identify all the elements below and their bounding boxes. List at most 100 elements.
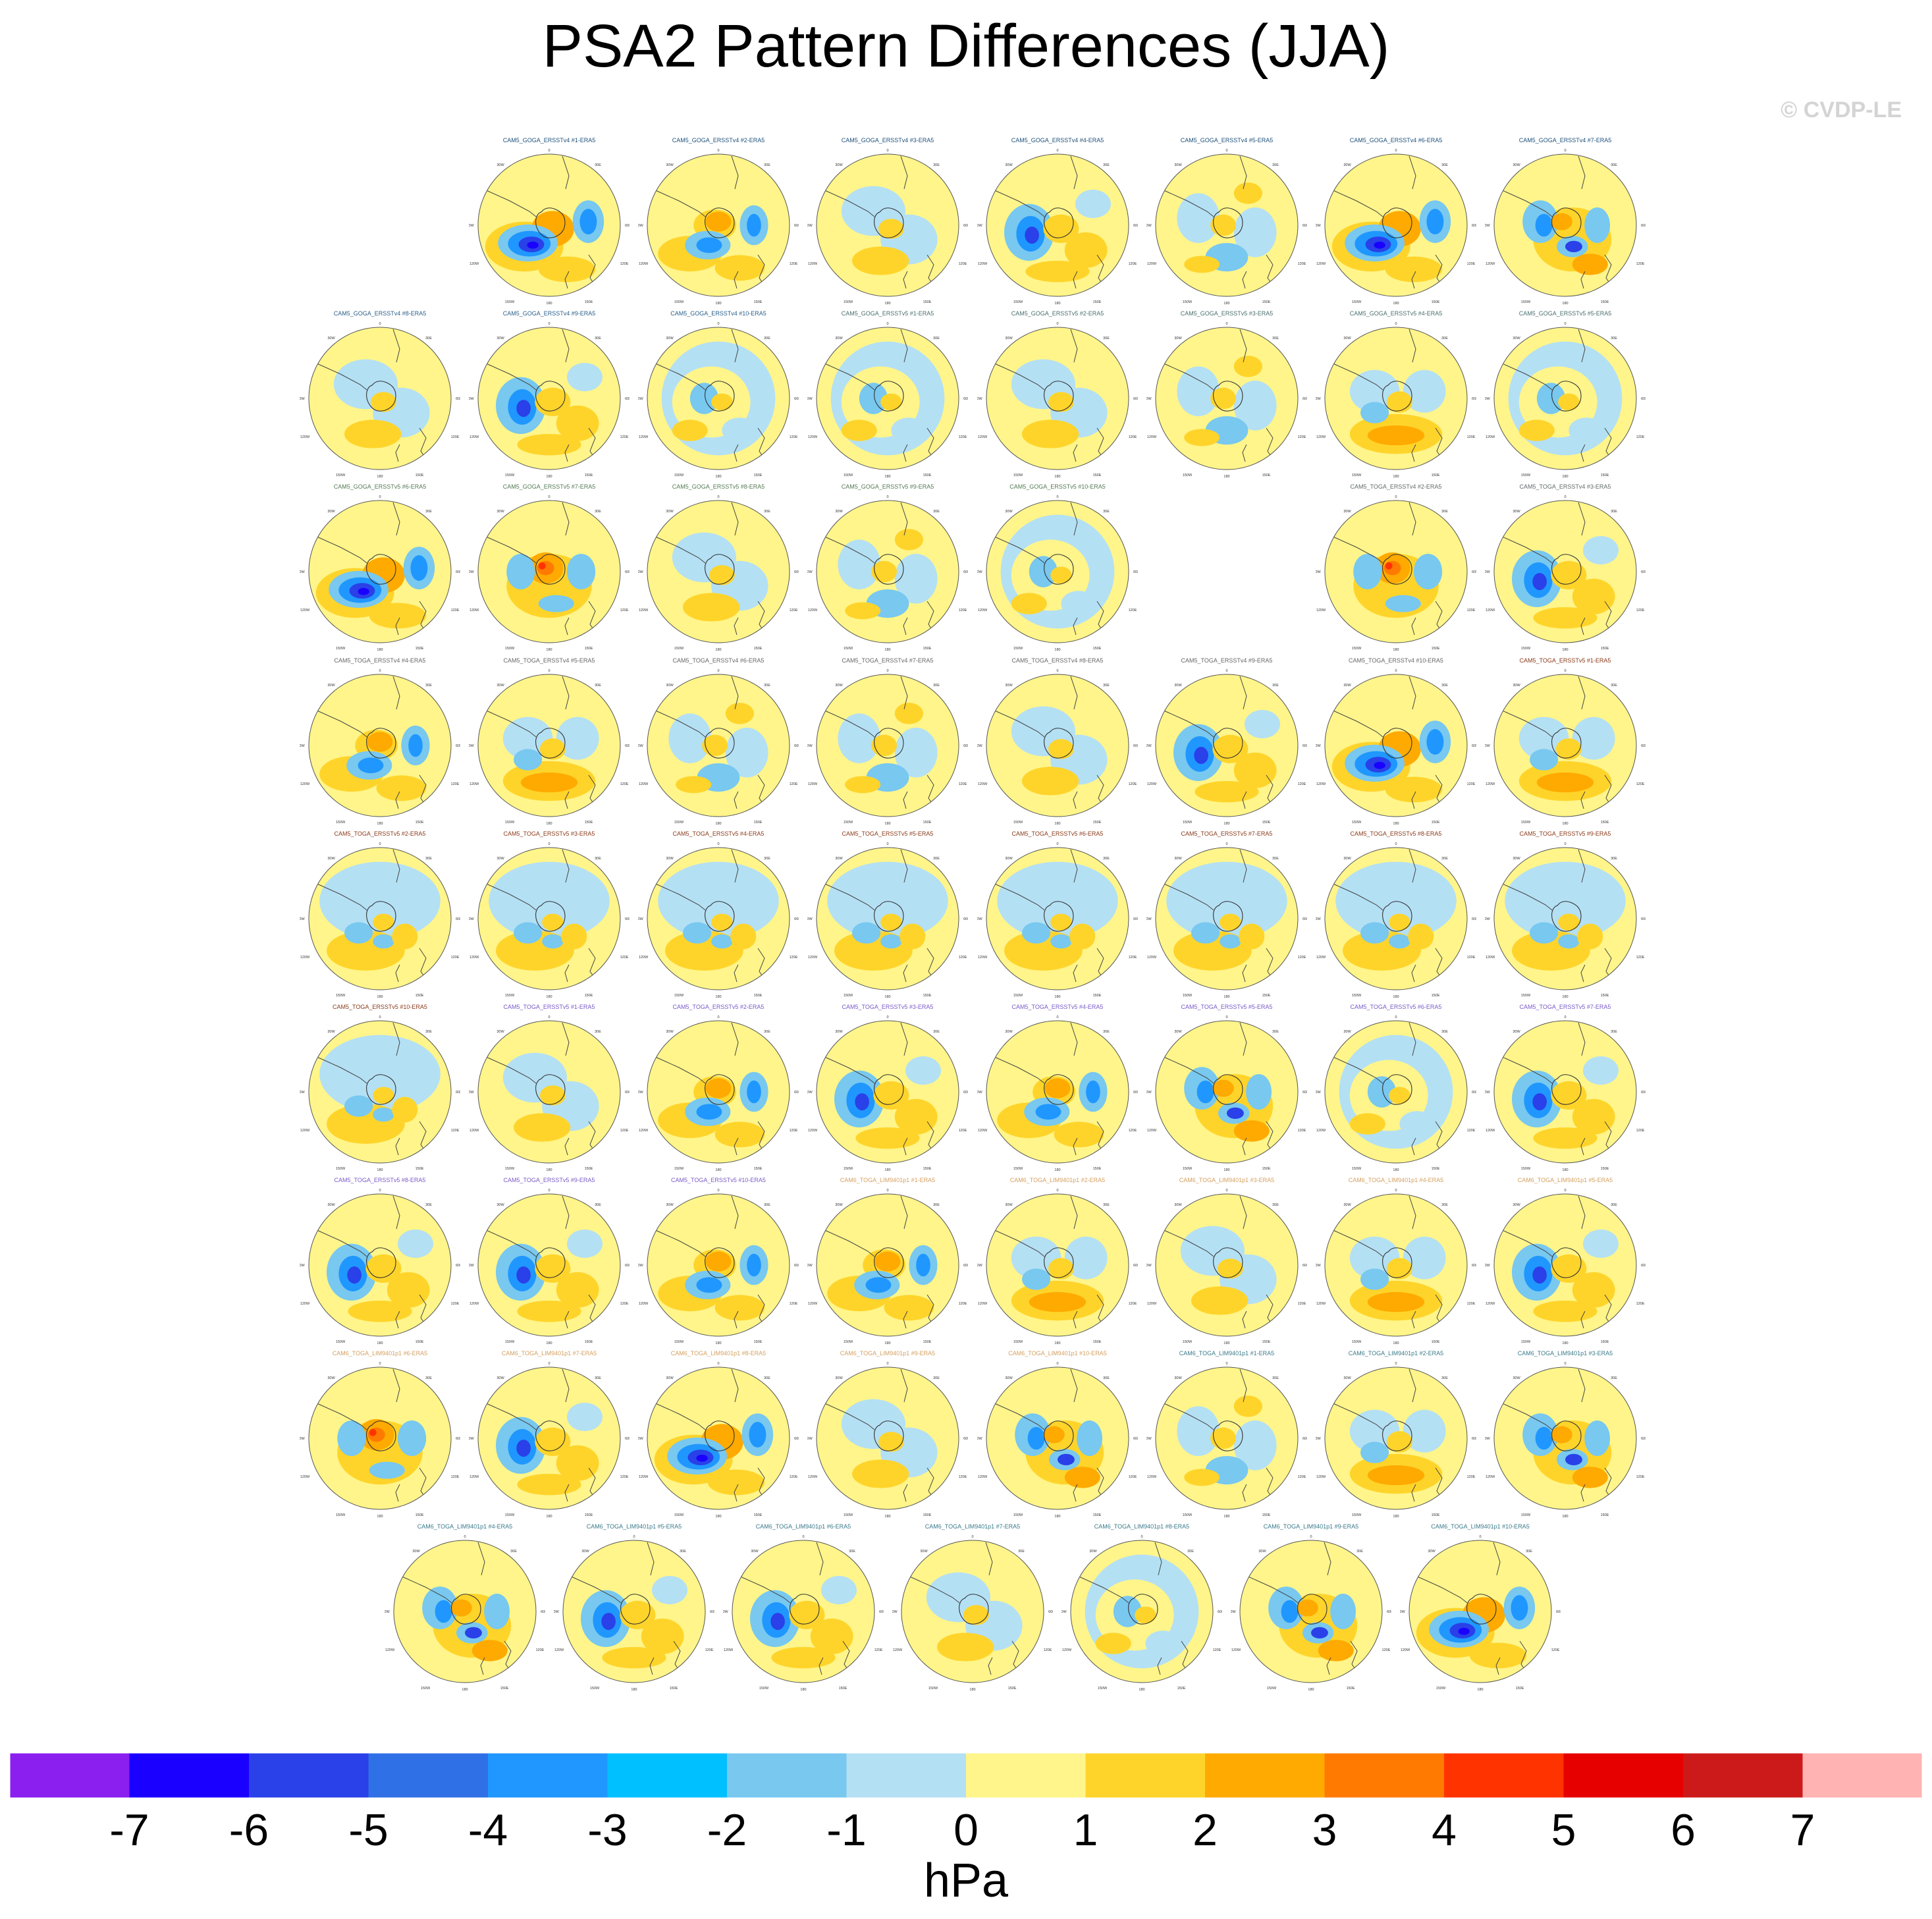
longitude-label: 0	[717, 1362, 719, 1366]
polar-map: 030W30E60W60E120W120E150W180150E	[638, 1189, 799, 1345]
panel-title: CAM5_TOGA_ERSSTv5 #10-ERA5	[671, 1177, 766, 1183]
contour-region	[1177, 1406, 1220, 1456]
antarctica-coastline	[535, 554, 566, 585]
contour-region	[1572, 254, 1608, 275]
contour-region	[891, 418, 927, 444]
contour-region	[705, 211, 732, 232]
longitude-label: 150E	[1601, 1167, 1609, 1171]
polar-map: 030W30E60W60E120W120E150W180150E	[638, 842, 799, 999]
contour-region	[1297, 1599, 1318, 1617]
longitude-label: 120E	[1467, 435, 1476, 439]
africa-coastline	[562, 1195, 570, 1230]
panel-title: CAM6_TOGA_LIM9401p1 #9-ERA5	[1263, 1523, 1359, 1530]
longitude-label: 60W	[1316, 397, 1321, 401]
map-panel: CAM6_TOGA_LIM9401p1 #10-ERA5030W30E60W60…	[977, 1350, 1138, 1527]
contour-region	[527, 241, 539, 249]
longitude-label: 0	[886, 1362, 888, 1366]
longitude-label: 120W	[470, 1302, 479, 1306]
contour-region	[514, 922, 543, 944]
map-border	[647, 327, 790, 470]
contour-region	[1426, 729, 1444, 755]
contour-region	[1069, 923, 1096, 950]
panel-title: CAM6_TOGA_LIM9401p1 #7-ERA5	[925, 1523, 1021, 1530]
contour-region	[567, 363, 603, 392]
contour-region	[1210, 214, 1237, 236]
longitude-label: 180	[546, 1341, 552, 1345]
longitude-label: 30W	[835, 163, 843, 167]
map-border	[1324, 674, 1468, 817]
polar-map: 030W30E60W60E120W120E150W180150E	[300, 495, 460, 652]
longitude-label: 150E	[1093, 473, 1102, 477]
longitude-label: 30E	[1272, 1376, 1279, 1380]
contour-region	[880, 913, 902, 931]
longitude-label: 60E	[1302, 1437, 1307, 1441]
panel-title: CAM5_GOGA_ERSSTv4 #1-ERA5	[502, 137, 596, 144]
longitude-label: 150E	[1516, 1687, 1524, 1690]
south-america-coastline	[1329, 1401, 1383, 1430]
longitude-label: 30E	[1356, 1550, 1363, 1554]
map-border	[1155, 847, 1299, 990]
longitude-label: 120E	[451, 1475, 460, 1479]
new-zealand-coastline	[564, 1137, 570, 1156]
contour-region	[1533, 1127, 1597, 1149]
contour-region	[1145, 1631, 1181, 1657]
longitude-label: 60E	[963, 917, 968, 921]
africa-coastline	[1409, 849, 1416, 883]
longitude-label: 30E	[1441, 1376, 1448, 1380]
longitude-label: 150W	[505, 1513, 515, 1517]
contour-region	[410, 555, 428, 581]
longitude-label: 0	[379, 1189, 381, 1193]
longitude-label: 120E	[1129, 782, 1137, 786]
contour-region	[845, 602, 881, 620]
south-america-coastline	[1499, 1055, 1553, 1084]
panel-title: CAM5_TOGA_ERSSTv4 #7-ERA5	[842, 657, 934, 664]
polar-map: 030W30E60W60E120W120E150W180150E	[1485, 669, 1646, 826]
longitude-label: 180	[1393, 475, 1399, 479]
africa-coastline	[1578, 155, 1586, 190]
panel-title: CAM6_TOGA_LIM9401p1 #3-ERA5	[1517, 1350, 1613, 1357]
polar-map: 030W30E60W60E120W120E150W180150E	[638, 1015, 799, 1172]
africa-coastline	[1578, 502, 1586, 536]
longitude-label: 150E	[1262, 994, 1271, 998]
polar-map: 030W30E60W60E120W120E150W180150E	[807, 495, 968, 652]
longitude-label: 0	[1564, 669, 1566, 673]
contour-region	[714, 255, 765, 281]
map-panel: CAM5_TOGA_ERSSTv5 #8-ERA5030W30E60W60E12…	[300, 1177, 460, 1353]
colorbar-tick-label: -4	[468, 1805, 508, 1851]
longitude-label: 150W	[1183, 994, 1193, 998]
contour-region	[1551, 213, 1572, 230]
contour-region	[730, 923, 757, 950]
contour-region	[852, 246, 909, 275]
polar-map: 030W30E60W60E120W120E150W180150E	[469, 669, 630, 826]
longitude-label: 120W	[724, 1648, 734, 1652]
map-border	[477, 1366, 621, 1510]
longitude-label: 60W	[300, 1091, 305, 1095]
longitude-label: 60E	[1472, 397, 1476, 401]
contour-region	[658, 861, 779, 940]
contour-region	[392, 1096, 418, 1123]
longitude-label: 120E	[1467, 1129, 1476, 1133]
map-panel: CAM6_TOGA_LIM9401p1 #4-ERA5030W30E60W60E…	[1316, 1177, 1476, 1353]
map-panel: CAM5_TOGA_ERSSTv5 #1-ERA5030W30E60W60E12…	[469, 1004, 630, 1180]
longitude-label: 120W	[470, 262, 479, 266]
contour-region	[1233, 1120, 1270, 1142]
contour-region	[1403, 1236, 1446, 1280]
longitude-label: 120W	[1486, 782, 1495, 786]
longitude-label: 30E	[1103, 1376, 1110, 1380]
longitude-label: 30E	[595, 163, 601, 167]
longitude-label: 60E	[963, 397, 968, 401]
contour-region	[370, 392, 396, 412]
panel-title: CAM6_TOGA_LIM9401p1 #2-ERA5	[1009, 1177, 1106, 1183]
map-border	[816, 1193, 959, 1337]
longitude-label: 30W	[496, 163, 504, 167]
longitude-label: 60E	[1133, 1264, 1138, 1268]
longitude-label: 60E	[1472, 224, 1476, 228]
longitude-label: 30E	[510, 1550, 517, 1554]
longitude-label: 120W	[1231, 1648, 1241, 1652]
longitude-label: 180	[715, 1341, 721, 1345]
map-border	[1070, 1540, 1214, 1683]
antarctica-coastline	[705, 1247, 735, 1278]
africa-coastline	[1578, 1022, 1586, 1056]
south-america-coastline	[821, 1228, 875, 1257]
map-border	[477, 500, 621, 643]
